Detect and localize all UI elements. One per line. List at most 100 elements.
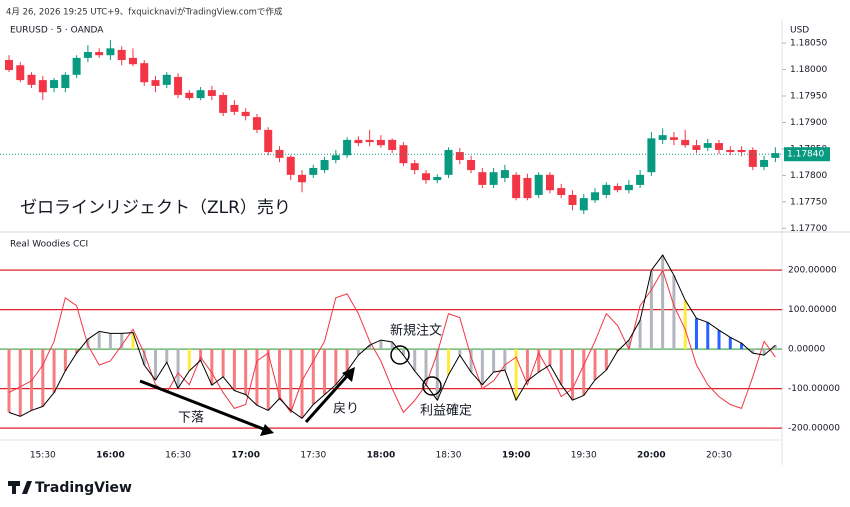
cci-bar [131,332,135,350]
candle-body [399,145,408,164]
cci-bar [458,349,462,356]
candle-body [128,57,137,65]
candle-body [50,80,59,89]
cci-bar [187,349,191,371]
x-tick-label: 15:30 [30,451,56,461]
x-tick-label: 17:30 [300,451,326,461]
x-tick-label: 16:30 [165,451,191,461]
cci-bar [740,343,744,350]
candle-body [365,139,374,143]
candle-body [95,52,104,56]
candle-body [207,90,216,96]
y-tick-label: 1.17800 [790,171,827,181]
candle-body [286,156,295,175]
candle-body [117,49,126,60]
cci-bar [368,345,372,350]
candle-body [478,172,487,185]
candle-body [591,192,600,201]
cci-bar [492,349,496,373]
candle-body [512,174,521,199]
cci-bar [683,300,687,350]
candle-body [72,57,81,75]
strategy-label: ゼロラインリジェクト（ZLR）売り [20,198,291,218]
cci-bar [289,349,293,411]
candle-body [647,138,656,173]
cci-bar [379,340,383,350]
candle-body [219,94,228,113]
cci-bar [661,255,665,350]
cci-bar [108,333,112,350]
candle-body [16,65,25,81]
cci-bar [176,349,180,389]
cci-line [8,254,776,419]
candle-body [534,174,543,195]
x-tick-label: 16:00 [96,451,125,461]
candle-body [568,194,577,206]
pullback-arrow [304,374,350,423]
candle-body [726,149,735,153]
x-tick-label: 18:00 [367,451,396,461]
x-tick-label: 19:30 [571,451,597,461]
pullback-label: 戻り [333,402,359,417]
cci-bar [480,349,484,385]
cci-bar [401,349,405,356]
cci-bar [571,349,574,401]
cci-bar [706,322,710,350]
cci-bar [266,349,270,411]
cci-bar [30,349,34,411]
pullback-arrowhead [342,367,355,382]
cci-bar [120,333,124,350]
candle-body [500,170,509,179]
candle-body [760,160,769,167]
currency-label: USD [790,26,809,36]
cci-bar [7,349,11,413]
cci-bar [447,349,451,375]
logo-icon [8,481,32,494]
candle-body [343,139,352,156]
cci-bar [694,318,698,350]
y-tick-label: 1.17750 [790,197,827,207]
fall-arrow [139,379,267,432]
candle-body [624,184,633,191]
x-tick-label: 20:00 [637,451,666,461]
candle-body [669,137,678,140]
candle-body [196,90,205,99]
cci-bar [638,320,642,350]
cci-bar [751,349,755,354]
y-tick-label: 1.18050 [790,39,827,49]
candle-body [388,139,397,150]
cci-bar [41,349,45,407]
candle-body [174,76,183,95]
candle-body [681,139,690,146]
cci-bar [18,349,22,417]
candle-body [557,188,566,195]
cci-bar [559,349,563,385]
candle-body [613,185,622,191]
candle-body [433,176,442,181]
y-tick-label: 200.00000 [788,266,837,276]
candle-body [151,80,160,86]
cci-bar [469,349,473,373]
cci-bar [582,349,586,396]
candle-body [658,135,667,140]
cci-bar [345,349,349,371]
entry-circle [390,345,410,365]
cci-bar [323,349,327,395]
cci-bar [604,349,608,371]
cci-bar [165,349,169,363]
cci-bar [593,349,597,380]
cci-bar [75,349,79,354]
cci-bar [424,349,428,385]
y-tick-label: 1.17700 [790,224,827,234]
cci-bar [435,349,439,401]
y-tick-label: -200.00000 [788,424,840,434]
fall-label: 下落 [178,411,204,426]
cci-bar [649,270,653,350]
candle-body [523,178,532,199]
candle-body [162,74,171,85]
cci-bar [413,349,417,371]
candle-body [309,167,318,175]
cci-bar [672,275,676,350]
candle-body [264,129,273,153]
